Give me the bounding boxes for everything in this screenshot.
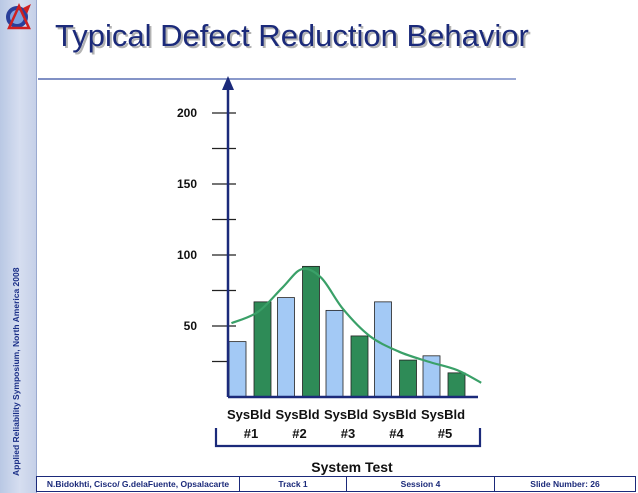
bar-dark-5 <box>447 372 466 398</box>
title-underline <box>38 78 516 80</box>
x-tick-label-1-line-2: #1 <box>244 426 258 441</box>
x-tick-label-4-line-1: SysBld <box>372 407 416 422</box>
y-tick-label: 100 <box>177 248 197 262</box>
trend-line <box>230 267 482 384</box>
bar-dark-3 <box>350 335 369 398</box>
defect-chart: 50 100 150 200 SysBld #1 SysBld #2 SysBld #3 SysBl… <box>177 76 482 475</box>
bar-light-1 <box>228 341 247 398</box>
x-tick-label-5-line-1: SysBld <box>421 407 465 422</box>
y-axis-arrow <box>222 76 234 90</box>
footer-session: Session 4 <box>347 477 495 491</box>
footer-track: Track 1 <box>240 477 347 491</box>
y-tick-label: 50 <box>184 319 198 333</box>
footer-slide-number: Slide Number: 26 <box>530 479 600 489</box>
bar-light-3 <box>325 309 344 398</box>
x-tick-label-3-line-2: #3 <box>341 426 355 441</box>
x-tick-label-2-line-2: #2 <box>292 426 306 441</box>
sidebar: Applied Reliability Symposium, North Ame… <box>0 0 37 493</box>
slide-title: Typical Defect Reduction Behavior <box>55 18 529 53</box>
y-tick-label: 200 <box>177 106 197 120</box>
x-tick-label-1-line-1: SysBld <box>227 407 271 422</box>
x-tick-label-4-line-2: #4 <box>389 426 404 441</box>
footer-bar: N.Bidokhti, Cisco/ G.delaFuente, Opsalac… <box>36 476 636 492</box>
x-tick-label-5-line-2: #5 <box>438 426 452 441</box>
footer-authors: N.Bidokhti, Cisco/ G.delaFuente, Opsalac… <box>37 477 240 491</box>
bar-light-4 <box>374 301 392 398</box>
bar-dark-4 <box>399 359 417 398</box>
bar-dark-1 <box>253 301 272 398</box>
y-tick-label: 150 <box>177 177 197 191</box>
bar-dark-2 <box>302 265 320 398</box>
bar-light-2 <box>277 297 295 398</box>
system-test-bracket <box>214 428 482 448</box>
x-axis-label: System Test <box>311 459 393 475</box>
x-tick-label-3-line-1: SysBld <box>324 407 368 422</box>
symposium-logo-icon <box>6 2 31 30</box>
x-tick-label-2-line-1: SysBld <box>275 407 319 422</box>
